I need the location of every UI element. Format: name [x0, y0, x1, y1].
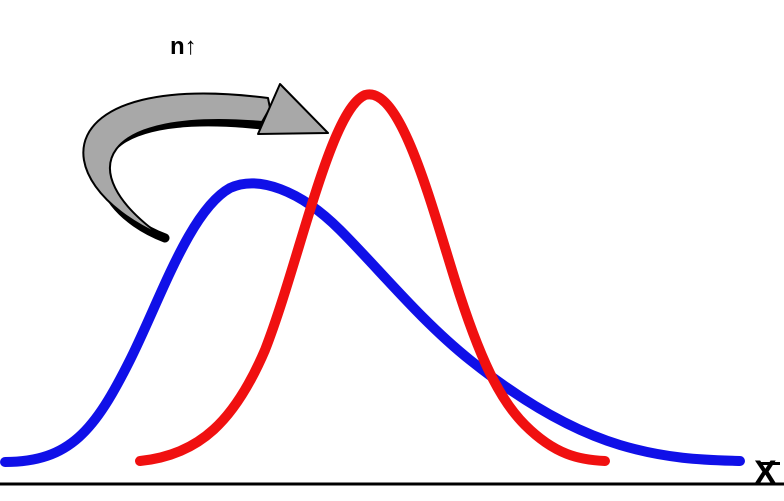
larger-n-distribution-curve [135, 89, 610, 466]
original-distribution-curve [0, 178, 745, 467]
x-axis-label: X [754, 454, 777, 492]
arrow-head [257, 83, 329, 135]
x-bar-overline [758, 462, 780, 465]
sample-size-increase-label: n↑ [170, 33, 197, 60]
curved-arrow-icon [82, 92, 271, 236]
